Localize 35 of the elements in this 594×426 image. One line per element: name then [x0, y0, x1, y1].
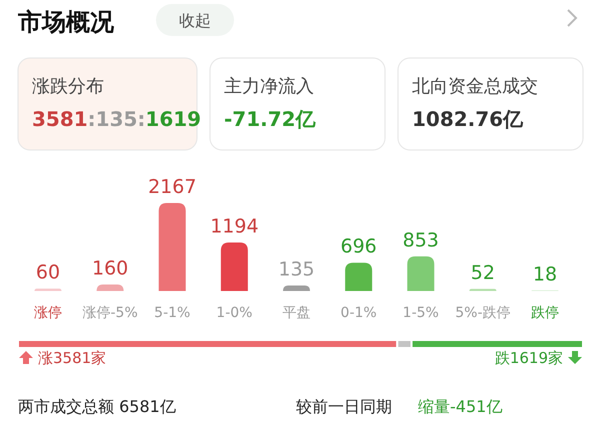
chart-title: 市场概况 — [17, 8, 115, 36]
data-label: 1194 — [210, 216, 259, 238]
data-label: 135 — [278, 258, 315, 281]
text: 缩量-451亿 — [418, 397, 502, 416]
bar — [407, 256, 434, 291]
text: 涨跌分布 — [32, 76, 104, 97]
text: 3581:135:1619 — [32, 107, 202, 131]
x-tick-label: 1-0% — [216, 305, 252, 321]
text: 主力净流入 — [224, 76, 314, 97]
x-tick-label: 1-5% — [402, 305, 439, 321]
data-label: 18 — [532, 263, 558, 286]
data-label: 160 — [92, 258, 128, 280]
data-label: 2167 — [148, 176, 196, 198]
text: -71.72亿 — [224, 107, 317, 131]
data-label: 696 — [340, 236, 377, 258]
x-tick-label: 涨停 — [34, 305, 62, 321]
x-tick-label: 涨停-5% — [82, 305, 138, 321]
text: 收起 — [179, 11, 211, 30]
x-tick-label: 平盘 — [282, 305, 310, 321]
text: 1082.76亿 — [412, 107, 524, 131]
x-tick-label: 5%-跌停 — [455, 305, 511, 321]
bar — [158, 203, 186, 291]
text: 北向资金总成交 — [412, 76, 538, 97]
text: 较前一日同期 — [296, 397, 392, 416]
data-label: 52 — [470, 262, 495, 284]
x-tick-label: 5-1% — [154, 305, 190, 321]
x-tick-label: 跌停 — [531, 305, 559, 321]
data-label: 涨3581家 — [38, 349, 106, 367]
bar — [345, 262, 372, 291]
text: 两市成交总额 6581亿 — [18, 397, 176, 416]
data-label: 60 — [36, 262, 60, 284]
data-label: 跌1619家 — [494, 349, 563, 367]
bar — [220, 242, 248, 291]
x-tick-label: 0-1% — [340, 305, 377, 321]
data-label: 853 — [402, 229, 439, 252]
